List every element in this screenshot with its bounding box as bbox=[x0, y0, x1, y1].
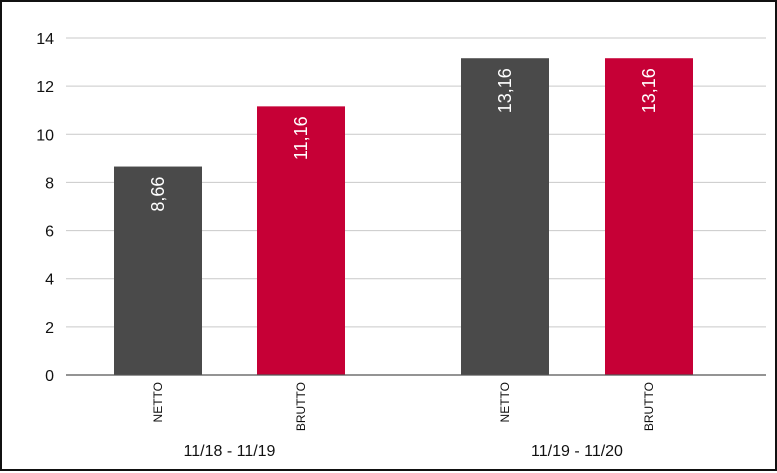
group-label: 11/18 - 11/19 bbox=[184, 443, 276, 460]
y-tick-label: 12 bbox=[36, 79, 54, 96]
bar-value-label: 13,16 bbox=[495, 68, 515, 113]
y-tick-label: 4 bbox=[45, 272, 54, 289]
y-tick-label: 14 bbox=[36, 31, 54, 48]
category-label: BRUTTO bbox=[642, 382, 656, 431]
category-label: BRUTTO bbox=[294, 382, 308, 431]
y-tick-label: 8 bbox=[45, 175, 54, 192]
category-label: NETTO bbox=[151, 382, 165, 422]
bar-netto bbox=[114, 166, 202, 375]
y-tick-label: 0 bbox=[45, 368, 54, 385]
bar-value-label: 8,66 bbox=[148, 177, 168, 212]
bar-value-label: 11,16 bbox=[291, 116, 311, 160]
y-tick-label: 2 bbox=[45, 320, 54, 337]
bar-value-label: 13,16 bbox=[639, 68, 659, 113]
bar-brutto bbox=[257, 106, 345, 375]
y-tick-label: 6 bbox=[45, 224, 54, 241]
category-label: NETTO bbox=[498, 382, 512, 422]
group-label: 11/19 - 11/20 bbox=[531, 443, 623, 460]
y-tick-label: 10 bbox=[36, 127, 54, 144]
bar-netto bbox=[461, 58, 549, 375]
bar-brutto bbox=[605, 58, 693, 375]
